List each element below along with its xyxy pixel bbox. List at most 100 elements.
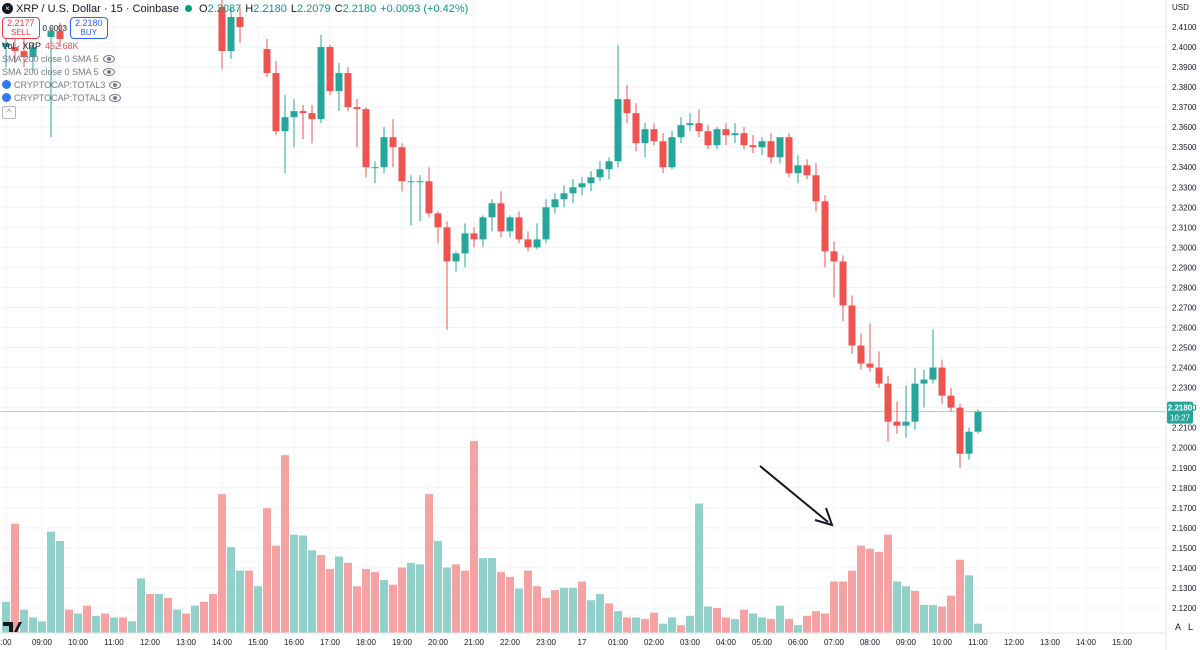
volume-indicator-row[interactable]: Vol · XRP 462.68K <box>2 39 468 52</box>
candle-body <box>380 137 388 168</box>
volume-bar <box>272 545 280 633</box>
volume-bar <box>245 570 253 633</box>
candle-body <box>299 111 307 114</box>
sell-label: SELL <box>10 28 31 37</box>
volume-bar <box>776 605 784 633</box>
indicator-row-1[interactable]: SMA 200 close 0 SMA 5 <box>2 52 468 65</box>
price-tick-label: 2.2700 <box>1172 303 1197 312</box>
eye-icon[interactable] <box>102 54 115 63</box>
volume-bar <box>281 455 289 633</box>
volume-bar <box>659 623 667 633</box>
price-tick-label: 2.1900 <box>1172 464 1197 473</box>
candle-body <box>875 367 883 384</box>
candle-body <box>569 187 577 194</box>
price-tick-label: 2.1300 <box>1172 584 1197 593</box>
price-tick-label: 2.3800 <box>1172 83 1197 92</box>
time-tick-label: 15:00 <box>1112 638 1133 647</box>
volume-value: 462.68K <box>45 40 79 51</box>
candle-body <box>488 203 496 218</box>
currency-label[interactable]: USD <box>1172 3 1189 12</box>
time-tick-label: 14:00 <box>212 638 233 647</box>
candle-body <box>551 199 559 208</box>
price-tick-label: 2.2800 <box>1172 283 1197 292</box>
volume-bar <box>524 570 532 633</box>
sell-button[interactable]: 2.2177 SELL <box>2 17 40 39</box>
candle-body <box>686 123 694 126</box>
volume-bar <box>722 617 730 633</box>
price-tick-label: 2.2000 <box>1172 444 1197 453</box>
open-label: O <box>199 2 208 15</box>
candle-body <box>506 217 514 232</box>
candle-body <box>479 217 487 240</box>
indicator-row-3[interactable]: CRYPTOCAP:TOTAL3 <box>2 78 468 91</box>
time-axis[interactable]: :00 09:00 10:00 11:00 12:00 13:00 14:00 15:00 16… <box>0 638 1132 647</box>
candle-body <box>893 421 901 426</box>
candle-body <box>443 227 451 262</box>
candle-body <box>353 107 361 110</box>
indicator-logo-icon <box>2 93 11 102</box>
candle-body <box>821 201 829 252</box>
eye-icon[interactable] <box>109 80 122 89</box>
candle-body <box>803 165 811 176</box>
tradingview-logo <box>3 622 22 632</box>
volume-bar <box>785 618 793 633</box>
volume-bar <box>884 534 892 633</box>
spread-value: 0.0003 <box>42 23 67 33</box>
volume-bar <box>632 617 640 633</box>
volume-bar <box>740 609 748 633</box>
indicator-row-2[interactable]: SMA 200 close 0 SMA 5 <box>2 65 468 78</box>
volume-bar <box>623 617 631 633</box>
eye-icon[interactable] <box>102 67 115 76</box>
low-value: 2.2079 <box>296 2 331 15</box>
chevron-up-icon[interactable]: ^ <box>2 105 16 119</box>
time-tick-label: 12:00 <box>140 638 161 647</box>
volume-bar <box>758 617 766 633</box>
volume-bar <box>200 601 208 633</box>
close-icon[interactable]: × <box>2 3 13 14</box>
auto-scale-button[interactable]: A <box>1175 622 1182 632</box>
log-scale-button[interactable]: L <box>1188 622 1194 632</box>
price-tick-label: 2.2900 <box>1172 263 1197 272</box>
candle-body <box>263 49 271 74</box>
volume-bar <box>416 564 424 633</box>
volume-bar <box>398 567 406 633</box>
volume-bar <box>38 621 46 633</box>
candle-body <box>659 141 667 168</box>
volume-bar <box>533 586 541 633</box>
volume-bar <box>542 597 550 633</box>
candle-body <box>767 141 775 158</box>
price-axis[interactable]: 2.1200 2.1300 2.1400 2.1500 2.1600 2.1700 2.18… <box>1172 23 1197 613</box>
time-tick-label: 11:00 <box>104 638 124 647</box>
candle-body <box>848 305 856 346</box>
candle-body <box>497 203 505 232</box>
candle-body <box>695 123 703 132</box>
volume-bar <box>227 547 235 633</box>
price-tick-label: 2.3400 <box>1172 163 1197 172</box>
indicator-row-4[interactable]: CRYPTOCAP:TOTAL3 <box>2 91 468 104</box>
volume-bar <box>938 606 946 633</box>
time-tick-label: 13:00 <box>1040 638 1061 647</box>
time-tick-label: 18:00 <box>356 638 377 647</box>
volume-bar <box>353 586 361 633</box>
close-label: C <box>334 2 343 15</box>
volume-bar <box>83 605 91 633</box>
volume-bar <box>263 508 271 633</box>
candle-body <box>578 183 586 188</box>
time-tick-label: 02:00 <box>644 638 665 647</box>
candle-body <box>911 383 919 422</box>
buy-button[interactable]: 2.2180 BUY <box>70 17 108 39</box>
candle-body <box>29 47 37 58</box>
volume-bar <box>704 606 712 633</box>
volume-bar <box>479 558 487 633</box>
volume-bar <box>551 590 559 633</box>
open-value: 2.2087 <box>207 2 242 15</box>
price-tick-label: 2.4000 <box>1172 43 1197 52</box>
eye-icon[interactable] <box>109 93 122 102</box>
time-tick-label: 15:00 <box>248 638 269 647</box>
volume-bar <box>650 612 658 633</box>
candle-body <box>335 73 343 92</box>
candle-body <box>218 6 226 52</box>
symbol-title[interactable]: XRP / U.S. Dollar · 15 · Coinbase <box>16 2 180 15</box>
volume-bar <box>155 594 163 633</box>
